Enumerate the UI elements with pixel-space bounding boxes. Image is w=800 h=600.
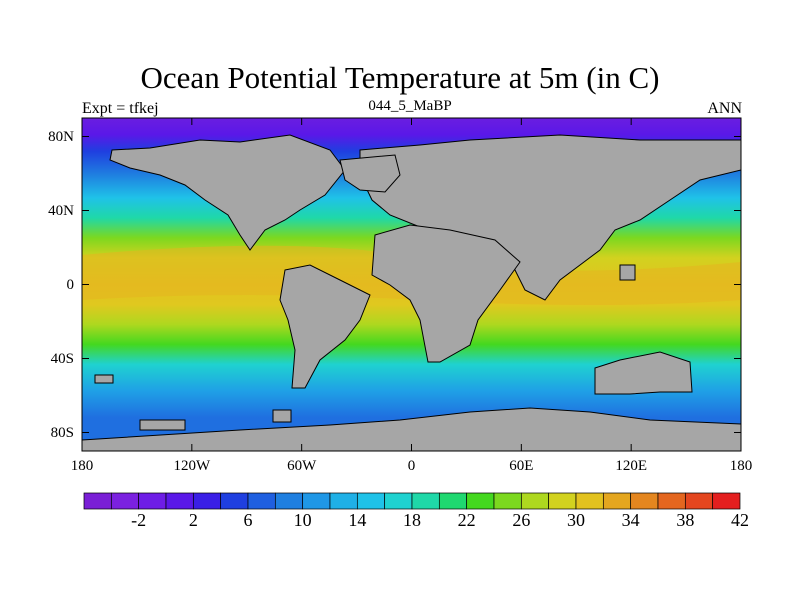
colorbar-label: 42	[731, 510, 749, 530]
colorbar-bin	[493, 492, 522, 510]
colorbar-bin	[712, 492, 741, 510]
experiment-label: Expt = tfkej	[82, 100, 159, 117]
antarctica	[82, 407, 741, 451]
y-axis-ticks	[82, 136, 741, 433]
y-tick-label: 0	[66, 276, 75, 293]
season-label: ANN	[707, 100, 742, 117]
island-a	[619, 264, 636, 281]
colorbar-bin	[302, 492, 331, 510]
x-tick-label: 60W	[287, 458, 317, 474]
colorbar-label: 14	[348, 510, 367, 530]
colorbar-label: 38	[676, 510, 695, 530]
island-c	[272, 409, 292, 423]
x-tick-label: 180	[729, 458, 753, 474]
colorbar-bin	[110, 492, 140, 510]
colorbar-bin	[247, 492, 276, 510]
colorbar-bin	[192, 492, 222, 510]
x-tick-label: 120E	[615, 458, 647, 474]
colorbar-bin	[83, 492, 112, 510]
colorbar-bin	[165, 492, 194, 510]
colorbar-label: 18	[403, 510, 421, 530]
x-tick-label: 60E	[509, 458, 534, 474]
colorbar-label: 2	[188, 510, 198, 530]
colorbar-bin	[548, 492, 577, 510]
colorbar-label: 26	[512, 510, 531, 530]
y-tick-label: 40N	[48, 202, 74, 219]
colorbar-bin	[274, 492, 304, 510]
south-america	[279, 264, 371, 389]
x-tick-label: 180	[70, 458, 94, 474]
colorbar-bin	[438, 492, 468, 510]
colorbar-bin	[684, 492, 714, 510]
colorbar-bin	[384, 492, 413, 510]
colorbar-bin	[575, 492, 604, 510]
colorbar-bin	[138, 492, 167, 510]
y-tick-label: 80N	[48, 128, 74, 145]
africa	[371, 224, 521, 363]
colorbar-bin	[657, 492, 686, 510]
colorbar-label: 10	[293, 510, 312, 530]
island-b	[94, 374, 114, 384]
colorbar-label: 22	[457, 510, 476, 530]
island-d	[139, 419, 186, 431]
eurasia	[359, 134, 741, 301]
colorbar-bin	[630, 492, 659, 510]
colorbar-bin	[356, 492, 386, 510]
run-label: 044_5_MaBP	[368, 98, 452, 114]
y-tick-label: 80S	[50, 424, 74, 441]
australia	[594, 351, 693, 395]
y-tick-label: 40S	[50, 350, 74, 367]
colorbar-label: 6	[243, 510, 253, 530]
colorbar-bin	[329, 492, 358, 510]
colorbar-bin	[411, 492, 440, 510]
colorbar-bin	[220, 492, 249, 510]
land-masses	[82, 134, 741, 451]
colorbar	[83, 492, 741, 510]
x-axis-ticks	[81, 118, 742, 451]
x-tick-label: 0	[407, 458, 416, 474]
colorbar-bin	[520, 492, 550, 510]
colorbar-bin	[466, 492, 495, 510]
colorbar-bin	[602, 492, 632, 510]
north-america	[109, 134, 346, 251]
greenland	[339, 154, 401, 193]
colorbar-label: 30	[567, 510, 585, 530]
x-tick-label: 120W	[173, 458, 211, 474]
map-title: Ocean Potential Temperature at 5m (in C)	[140, 60, 660, 95]
colorbar-label: 34	[621, 510, 640, 530]
colorbar-label: -2	[131, 510, 147, 530]
